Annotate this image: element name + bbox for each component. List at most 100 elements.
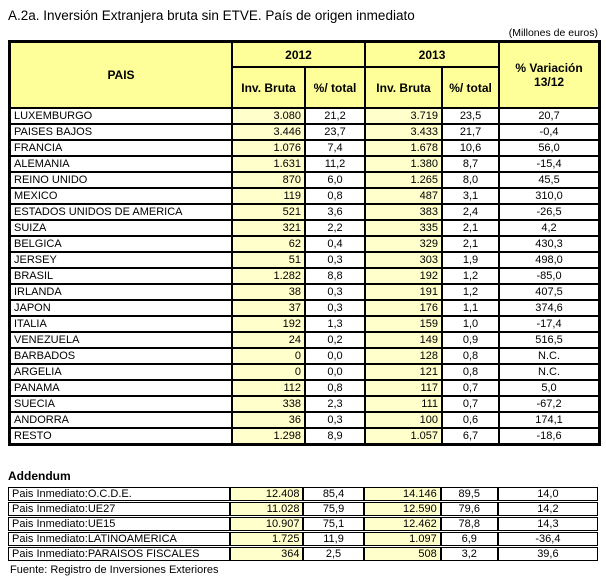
addendum-table: Pais Inmediato:O.C.D.E. 12.408 85,4 14.1…	[8, 486, 598, 562]
variacion-cell: 14,0	[497, 487, 598, 501]
inv-bruta-2012-cell: 1.076	[232, 140, 305, 156]
table-row: RESTO 1.298 8,9 1.057 6,7 -18,6	[10, 428, 600, 444]
investment-table-body: LUXEMBURGO 3.080 21,2 3.719 23,5 20,7 PA…	[10, 108, 600, 444]
inv-bruta-2013-cell: 191	[365, 284, 443, 300]
country-cell: REINO UNIDO	[10, 172, 232, 188]
inv-bruta-2012-cell: 521	[232, 204, 305, 220]
pct-total-2013-cell: 3,2	[440, 547, 498, 561]
country-cell: SUIZA	[10, 220, 232, 236]
pct-total-2012-cell: 0,2	[305, 332, 366, 348]
pct-total-2013-cell: 1,1	[442, 300, 500, 316]
variacion-cell: -17,4	[499, 316, 600, 332]
inv-bruta-2013-cell: 100	[365, 412, 443, 428]
inv-bruta-2013-cell: 128	[365, 348, 443, 364]
country-cell: BRASIL	[10, 268, 232, 284]
variacion-cell: -18,6	[499, 428, 600, 444]
pct-total-2012-cell: 0,0	[305, 364, 366, 380]
inv-bruta-2012-cell: 3.446	[232, 124, 305, 140]
aggregate-cell: Pais Inmediato:LATINOAMERICA	[8, 532, 231, 546]
inv-bruta-2013-cell: 1.265	[365, 172, 443, 188]
table-row: ANDORRA 36 0,3 100 0,6 174,1	[10, 412, 600, 428]
inv-bruta-2013-cell: 329	[365, 236, 443, 252]
table-row: REINO UNIDO 870 6,0 1.265 8,0 45,5	[10, 172, 600, 188]
table-row: SUECIA 338 2,3 111 0,7 -67,2	[10, 396, 600, 412]
inv-bruta-2013-cell: 12.462	[363, 517, 441, 531]
variacion-cell: 407,5	[499, 284, 600, 300]
country-cell: ITALIA	[10, 316, 232, 332]
inv-bruta-2012-cell: 1.298	[232, 428, 305, 444]
table-row: SUIZA 321 2,2 335 2,1 4,2	[10, 220, 600, 236]
aggregate-cell: Pais Inmediato:PARAISOS FISCALES	[8, 547, 231, 561]
table-row: BELGICA 62 0,4 329 2,1 430,3	[10, 236, 600, 252]
pct-total-2012-cell: 0,3	[305, 252, 366, 268]
variacion-cell: 516,5	[499, 332, 600, 348]
variacion-cell: N.C.	[499, 348, 600, 364]
variacion-cell: -26,5	[499, 204, 600, 220]
inv-bruta-2012-cell: 3.080	[232, 108, 305, 124]
pct-total-2012-cell: 0,4	[305, 236, 366, 252]
pct-total-2012-cell: 11,2	[305, 156, 366, 172]
country-cell: LUXEMBURGO	[10, 108, 232, 124]
country-cell: MEXICO	[10, 188, 232, 204]
country-cell: ARGELIA	[10, 364, 232, 380]
pct-total-2012-cell: 0,8	[305, 188, 366, 204]
variacion-cell: 56,0	[499, 140, 600, 156]
header-pais: PAIS	[10, 42, 232, 108]
inv-bruta-2013-cell: 335	[365, 220, 443, 236]
country-cell: VENEZUELA	[10, 332, 232, 348]
inv-bruta-2012-cell: 62	[232, 236, 305, 252]
pct-total-2012-cell: 2,3	[305, 396, 366, 412]
pct-total-2013-cell: 21,7	[442, 124, 500, 140]
table-row: ALEMANIA 1.631 11,2 1.380 8,7 -15,4	[10, 156, 600, 172]
pct-total-2012-cell: 3,6	[305, 204, 366, 220]
inv-bruta-2013-cell: 149	[365, 332, 443, 348]
inv-bruta-2012-cell: 24	[232, 332, 305, 348]
pct-total-2012-cell: 7,4	[305, 140, 366, 156]
addendum-row: Pais Inmediato:PARAISOS FISCALES 364 2,5…	[8, 547, 598, 561]
pct-total-2012-cell: 75,9	[303, 502, 364, 516]
country-cell: ANDORRA	[10, 412, 232, 428]
variacion-cell: 430,3	[499, 236, 600, 252]
inv-bruta-2012-cell: 364	[230, 547, 304, 561]
addendum-row: Pais Inmediato:O.C.D.E. 12.408 85,4 14.1…	[8, 487, 598, 501]
pct-total-2013-cell: 79,6	[440, 502, 498, 516]
pct-total-2012-cell: 0,3	[305, 412, 366, 428]
inv-bruta-2013-cell: 487	[365, 188, 443, 204]
aggregate-cell: Pais Inmediato:UE15	[8, 517, 231, 531]
pct-total-2012-cell: 0,3	[305, 300, 366, 316]
pct-total-2012-cell: 0,3	[305, 284, 366, 300]
addendum-row: Pais Inmediato:UE27 11.028 75,9 12.590 7…	[8, 502, 598, 516]
pct-total-2013-cell: 8,0	[442, 172, 500, 188]
header-variacion-line1: % Variación	[515, 61, 583, 75]
header-variacion-line2: 13/12	[534, 75, 565, 89]
country-cell: ESTADOS UNIDOS DE AMERICA	[10, 204, 232, 220]
variacion-cell: 498,0	[499, 252, 600, 268]
country-cell: JERSEY	[10, 252, 232, 268]
country-cell: IRLANDA	[10, 284, 232, 300]
inv-bruta-2012-cell: 338	[232, 396, 305, 412]
table-row: ITALIA 192 1,3 159 1,0 -17,4	[10, 316, 600, 332]
variacion-cell: 174,1	[499, 412, 600, 428]
table-row: BARBADOS 0 0,0 128 0,8 N.C.	[10, 348, 600, 364]
inv-bruta-2012-cell: 38	[232, 284, 305, 300]
table-row: JAPON 37 0,3 176 1,1 374,6	[10, 300, 600, 316]
table-row: ESTADOS UNIDOS DE AMERICA 521 3,6 383 2,…	[10, 204, 600, 220]
inv-bruta-2012-cell: 119	[232, 188, 305, 204]
variacion-cell: 39,6	[497, 547, 598, 561]
inv-bruta-2013-cell: 111	[365, 396, 443, 412]
pct-total-2012-cell: 8,9	[305, 428, 366, 444]
country-cell: FRANCIA	[10, 140, 232, 156]
inv-bruta-2012-cell: 112	[232, 380, 305, 396]
inv-bruta-2013-cell: 14.146	[363, 487, 441, 501]
inv-bruta-2013-cell: 3.719	[365, 108, 443, 124]
inv-bruta-2012-cell: 1.631	[232, 156, 305, 172]
pct-total-2013-cell: 2,1	[442, 236, 500, 252]
inv-bruta-2013-cell: 121	[365, 364, 443, 380]
inv-bruta-2013-cell: 192	[365, 268, 443, 284]
pct-total-2013-cell: 10,6	[442, 140, 500, 156]
pct-total-2013-cell: 89,5	[440, 487, 498, 501]
inv-bruta-2013-cell: 303	[365, 252, 443, 268]
table-row: PANAMA 112 0,8 117 0,7 5,0	[10, 380, 600, 396]
pct-total-2012-cell: 75,1	[303, 517, 364, 531]
